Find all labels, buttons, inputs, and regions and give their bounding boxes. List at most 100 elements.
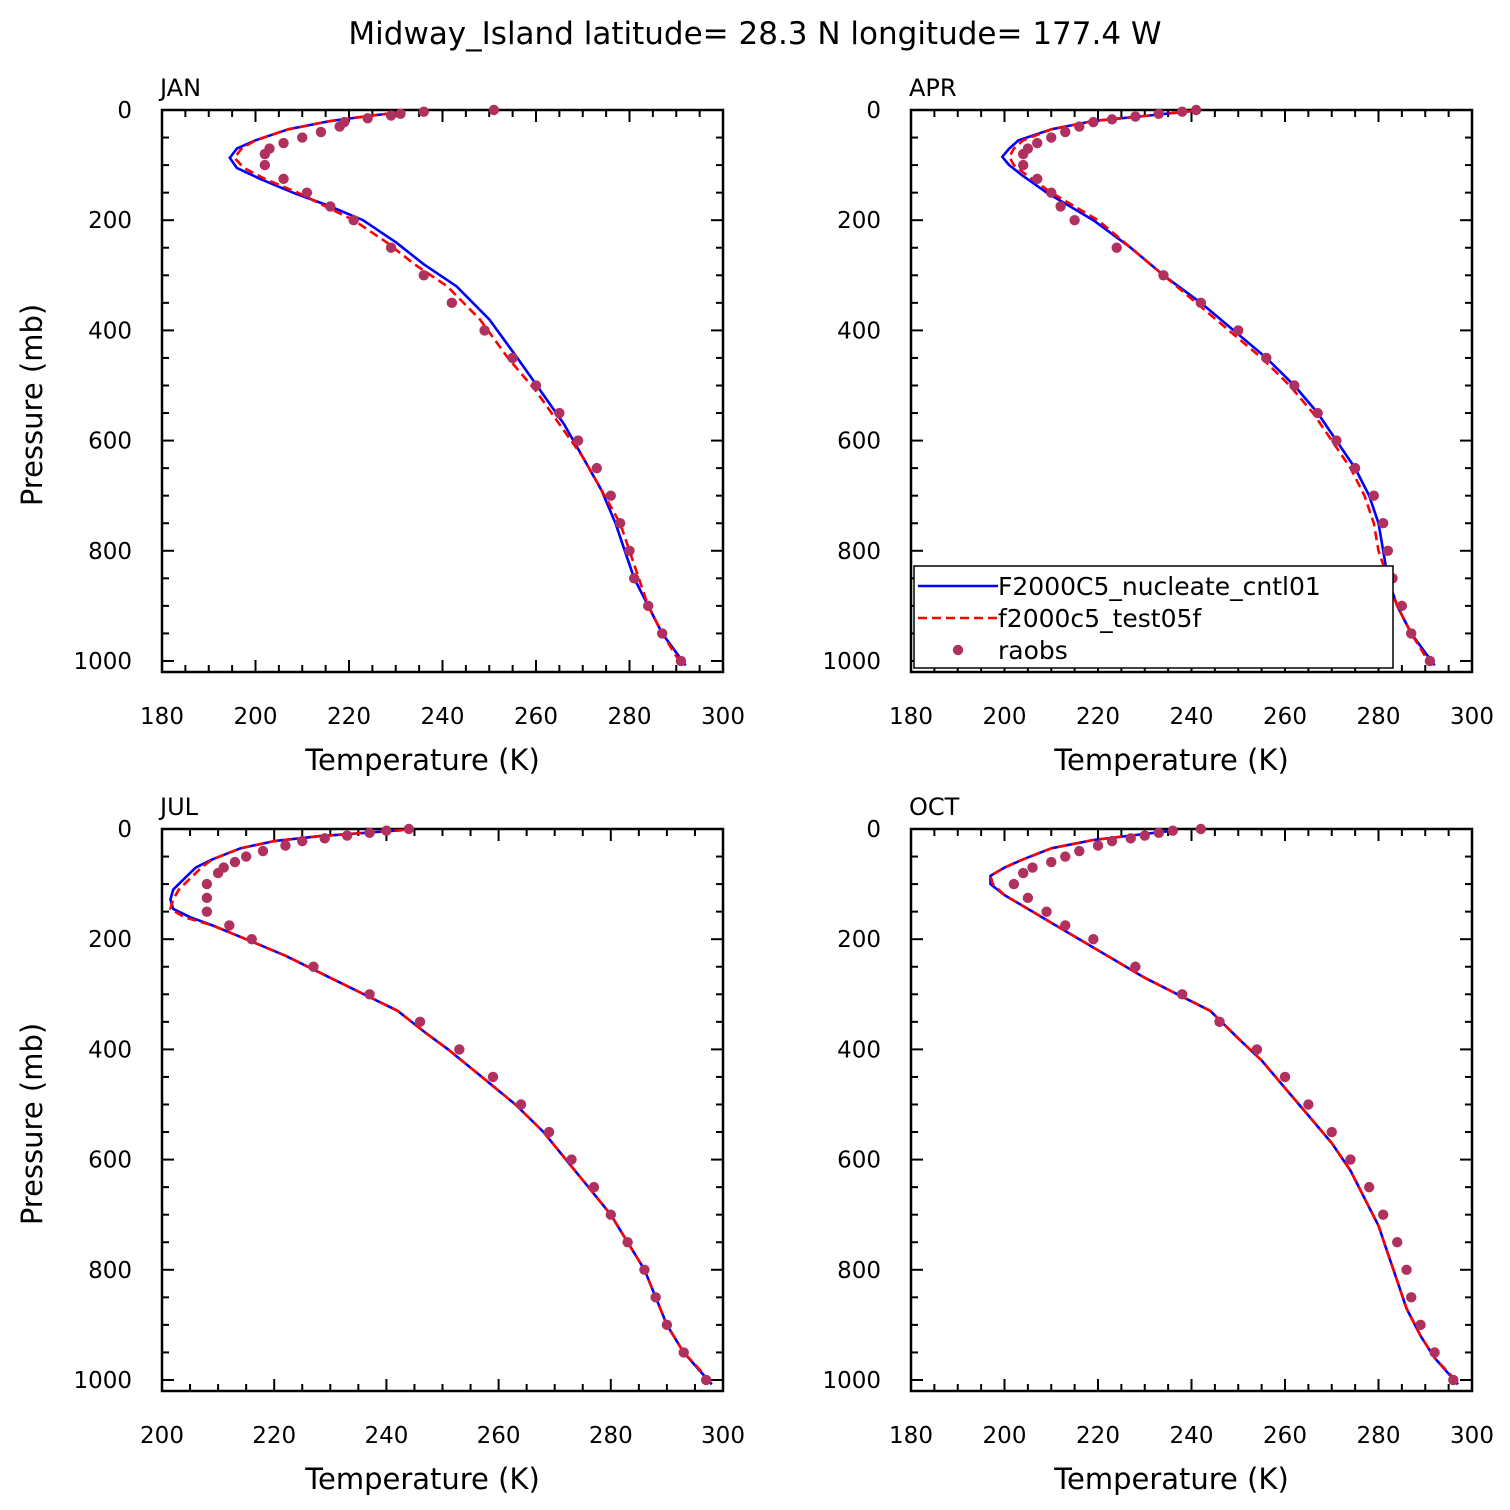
raobs-point [566,1154,577,1165]
raobs-point [1153,108,1164,120]
raobs-point [605,1209,616,1220]
raobs-point [1167,825,1179,836]
raobs-point [297,835,308,847]
raobs-point [446,297,458,309]
y-axis-label: Pressure (mb) [15,304,49,506]
raobs-point [1429,1347,1440,1358]
y-tick-label: 1000 [822,649,881,675]
raobs-point [1326,1126,1337,1138]
y-tick-label: 800 [88,539,132,565]
raobs-point [1331,435,1342,446]
y-tick-label: 600 [88,1148,132,1174]
series-line-test [989,828,1459,1384]
panels-layer: JAN 180 200 220 240 260 280 300 0 200 400 600 800 100… [15,74,1494,1496]
legend-entry: f2000c5_test05f [998,604,1202,633]
panel-apr: APR 180 200 220 240 260 280 300 0 200 400 600 800 100… [822,74,1494,777]
raobs-point [454,1044,465,1055]
raobs-point [488,104,500,116]
raobs-point [319,833,330,844]
raobs-point [364,989,375,1000]
plot-frame [909,827,1474,1393]
series-line-cntl [228,110,687,667]
raobs-point [362,113,373,124]
raobs-point [591,462,602,474]
raobs-point [414,1016,426,1028]
x-tick-label: 280 [1357,1423,1401,1449]
raobs-point [1046,187,1057,198]
raobs-point [554,407,565,419]
x-tick-label: 200 [234,704,278,730]
raobs-point [1382,545,1394,556]
x-axis-label: Temperature (K) [304,743,540,777]
raobs-point [1106,835,1118,847]
series-line-test [169,828,713,1384]
raobs-point [530,380,542,391]
raobs-point [418,106,429,117]
raobs-point [1349,462,1361,474]
y-tick-label: 1000 [73,1368,132,1394]
raobs-point [1069,214,1080,226]
raobs-point [308,961,319,972]
raobs-point [1018,867,1029,879]
raobs-point [1401,1264,1412,1275]
series-raobs [1008,823,1459,1386]
raobs-point [1139,830,1150,841]
x-axis-label: Temperature (K) [304,1462,540,1496]
panel-oct: OCT 180 200 220 240 260 280 300 0 200 400 600 800 100… [822,793,1494,1496]
x-tick-label: 240 [421,704,465,730]
raobs-point [1032,173,1043,185]
series-line-cntl [989,828,1459,1386]
raobs-point [572,435,584,446]
raobs-point [1312,407,1323,419]
raobs-point [1176,106,1188,117]
x-tick-label: 280 [608,704,652,730]
x-tick-label: 220 [252,1423,296,1449]
x-tick-label: 280 [1357,704,1401,730]
raobs-point [1190,104,1202,116]
x-tick-label: 300 [1450,704,1494,730]
raobs-point [639,1264,650,1275]
raobs-point [385,110,397,121]
legend: F2000C5_nucleate_cntl01 f2000c5_test05fra… [913,565,1394,669]
y-tick-label: 800 [837,539,881,565]
raobs-point [479,325,490,336]
raobs-point [1279,1071,1291,1083]
raobs-point [278,173,289,185]
raobs-point [1018,148,1029,160]
raobs-point [1060,126,1071,138]
y-tick-label: 1000 [822,1368,881,1394]
raobs-point [224,920,235,931]
raobs-point [201,878,213,890]
raobs-point [1055,201,1066,212]
x-axis-label: Temperature (K) [1053,1462,1289,1496]
raobs-point [1233,325,1244,336]
raobs-point [1176,989,1188,1000]
raobs-point [385,242,397,253]
raobs-point [1377,518,1389,529]
y-tick-label: 200 [837,927,881,953]
raobs-point [246,933,257,945]
raobs-point [341,830,353,841]
raobs-point [1008,878,1020,890]
y-tick-label: 0 [117,98,132,124]
raobs-point [1032,137,1043,149]
raobs-point [1406,628,1417,639]
raobs-point [1195,297,1207,309]
raobs-point [1363,1181,1375,1193]
raobs-point [418,270,429,281]
raobs-point [614,518,626,529]
raobs-point [678,1347,689,1358]
x-tick-label: 300 [701,1423,745,1449]
x-tick-label: 260 [477,1423,521,1449]
y-tick-label: 400 [88,1037,132,1063]
y-tick-label: 0 [866,98,881,124]
raobs-point [1092,840,1104,851]
raobs-point [1415,1319,1426,1331]
x-tick-label: 240 [1170,704,1214,730]
raobs-point [515,1099,527,1110]
plot-frame [160,827,725,1393]
raobs-point [364,827,375,839]
panel-jan: JAN 180 200 220 240 260 280 300 0 200 400 600 800 100… [15,74,745,777]
series-line-cntl [169,828,713,1386]
